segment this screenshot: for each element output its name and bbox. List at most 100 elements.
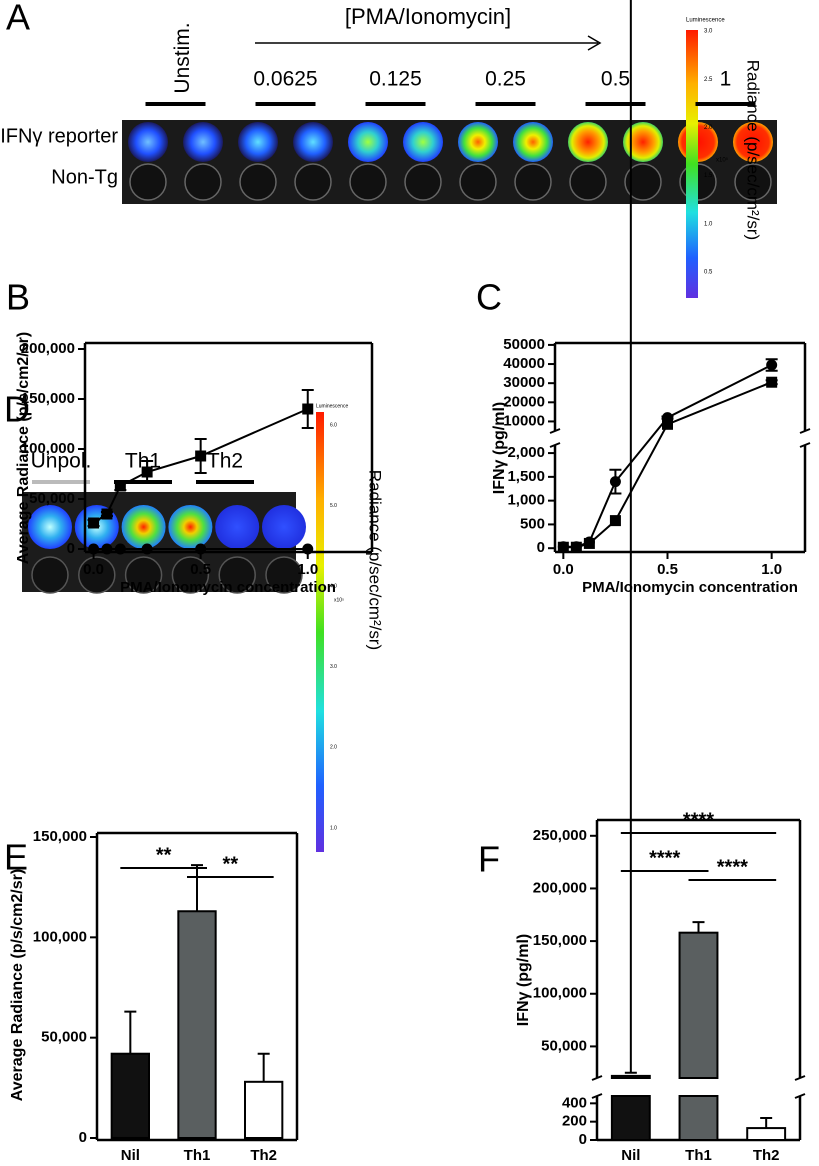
well <box>121 505 166 549</box>
x-tick-label: 1.0 <box>761 561 782 578</box>
bar <box>610 1074 651 1080</box>
colorbar-label: Radiance (p/sec/cm²/sr) <box>366 470 385 650</box>
well <box>262 505 306 549</box>
arrow-head <box>587 35 602 51</box>
well <box>171 556 210 594</box>
axis-break <box>549 442 561 448</box>
axis-break <box>794 1093 806 1099</box>
marker <box>302 543 314 555</box>
y-tick-label: 200,000 <box>533 879 587 896</box>
y-tick-label: 150,000 <box>21 390 75 407</box>
x-tick-label: Th1 <box>184 1147 211 1164</box>
well <box>568 122 608 162</box>
well <box>184 163 222 201</box>
significance-label: **** <box>683 809 714 831</box>
x-tick-label: Th1 <box>685 1147 712 1164</box>
axis-label: [PMA/Ionomycin] <box>345 4 511 29</box>
well <box>128 122 168 162</box>
group-label: 0.0625 <box>253 68 317 91</box>
well <box>459 163 497 201</box>
y-tick-label: 100,000 <box>33 928 87 945</box>
y-tick-label: 40000 <box>503 355 545 372</box>
panel-letter: B <box>6 277 30 318</box>
well <box>28 505 72 549</box>
well <box>734 163 772 201</box>
colorbar-tick-label: 2.5 <box>704 77 713 83</box>
marker <box>662 418 673 430</box>
bar-lower <box>610 1095 651 1141</box>
well <box>238 122 278 162</box>
luminescence-image <box>122 120 777 204</box>
x-tick-label: 0.5 <box>657 561 678 578</box>
marker <box>195 450 207 462</box>
series-line <box>563 364 773 548</box>
y-tick-label: 0 <box>579 1131 587 1148</box>
marker <box>609 476 621 488</box>
bar <box>177 910 217 1139</box>
y-tick-label: 100,000 <box>21 440 75 457</box>
y-tick-label: 500 <box>520 515 545 532</box>
x-tick-label: 0.5 <box>190 561 211 578</box>
bar <box>678 931 719 1079</box>
y-axis-label: Average Radiance (p/s/cm2/sr) <box>15 332 32 564</box>
x-axis-label: PMA/Ionomycin concentration <box>120 579 336 596</box>
marker <box>141 466 153 478</box>
well <box>293 122 333 162</box>
panel-letter: C <box>476 277 502 318</box>
well <box>183 122 223 162</box>
y-axis-label: Average Radiance (p/s/cm2/sr) <box>9 869 26 1101</box>
marker <box>141 543 153 555</box>
y-tick-label: 150,000 <box>533 932 587 949</box>
row-label: IFNγ reporter <box>0 125 118 147</box>
colorbar-multiplier: x10⁵ <box>334 597 344 603</box>
marker <box>101 543 113 555</box>
marker <box>195 543 207 555</box>
y-axis-label: IFNγ (pg/ml) <box>515 934 532 1026</box>
marker <box>101 508 113 520</box>
well <box>623 122 663 162</box>
axis-break <box>591 1075 603 1081</box>
colorbar <box>316 412 324 852</box>
x-tick-label: Th2 <box>753 1147 780 1164</box>
y-tick-label: 100,000 <box>533 985 587 1002</box>
y-tick-label: 250,000 <box>533 827 587 844</box>
y-tick-label: 50,000 <box>29 490 75 507</box>
y-tick-label: 1,000 <box>507 492 545 509</box>
y-tick-label: 1,500 <box>507 468 545 485</box>
x-tick-label: Th2 <box>250 1147 277 1164</box>
marker <box>302 403 314 415</box>
colorbar-tick-label: 4.0 <box>330 584 337 590</box>
group-label: Unpol. <box>31 450 92 473</box>
y-tick-label: 20000 <box>503 393 545 410</box>
x-tick-label: Nil <box>121 1147 140 1164</box>
colorbar-title: Luminescence <box>316 403 348 409</box>
y-axis-label: IFNγ (pg/ml) <box>491 402 508 494</box>
wells <box>128 122 773 201</box>
well <box>403 122 443 162</box>
row-label: Non-Tg <box>51 166 118 188</box>
panel-letter: D <box>4 389 30 430</box>
well <box>514 163 552 201</box>
well <box>124 556 163 594</box>
colorbar-tick-label: 1.0 <box>704 221 713 227</box>
well <box>78 556 116 594</box>
y-tick-label: 10000 <box>503 412 545 429</box>
well <box>215 505 260 549</box>
marker <box>114 543 126 555</box>
group-label: Th2 <box>207 450 243 473</box>
well <box>348 122 388 162</box>
marker <box>583 537 595 549</box>
error-bar <box>624 0 637 1074</box>
y-tick-label: 50000 <box>503 336 545 353</box>
panel-letter: E <box>4 837 28 878</box>
colorbar-tick-label: 1.0 <box>330 825 337 831</box>
bar <box>110 1052 150 1139</box>
bar <box>244 1080 284 1139</box>
colorbar-tick-label: 1.5 <box>704 173 713 179</box>
y-tick-label: 50,000 <box>41 1029 87 1046</box>
bar <box>746 1127 787 1142</box>
well <box>458 122 498 162</box>
colorbar-tick-label: 3.0 <box>704 29 713 35</box>
marker <box>557 541 569 553</box>
